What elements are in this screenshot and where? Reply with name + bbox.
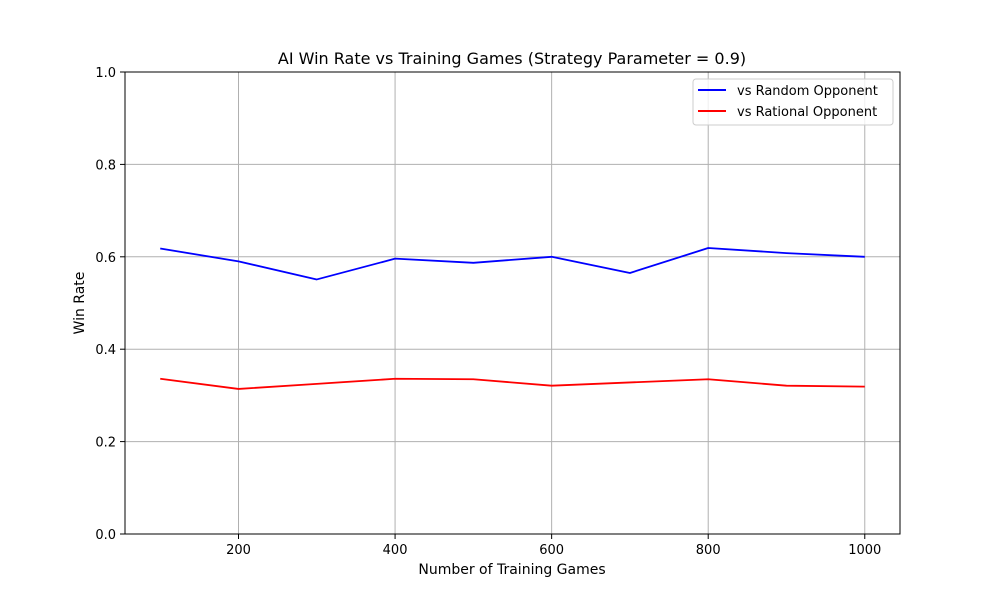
legend-box [692, 78, 894, 126]
y-tick-label: 0.0 [95, 528, 116, 543]
series-lines [160, 247, 865, 390]
x-tick-label: 600 [539, 543, 564, 558]
plot-frame [124, 71, 901, 535]
y-tick-label: 0.2 [95, 436, 116, 451]
x-axis-label: Number of Training Games [418, 562, 605, 578]
y-tick-label: 0.6 [95, 251, 116, 266]
grid-lines [125, 71, 900, 535]
y-tick-label: 0.8 [95, 158, 116, 173]
legend: vs Random Opponent vs Rational Opponent [692, 78, 894, 126]
y-tick-label: 1.0 [95, 66, 116, 81]
legend-label-1: vs Random Opponent [737, 84, 878, 99]
legend-label-2: vs Rational Opponent [737, 105, 877, 120]
x-tick-label: 800 [696, 543, 721, 558]
x-tick-label: 1000 [848, 543, 881, 558]
y-axis-label: Win Rate [72, 272, 88, 335]
y-tick-label: 0.4 [95, 343, 116, 358]
x-tick-label: 400 [383, 543, 408, 558]
series-line-1 [160, 247, 865, 281]
series-line-2 [160, 377, 865, 390]
x-tick-label: 200 [226, 543, 251, 558]
axis-ticks: 200 400 600 800 1000 0.0 0.2 0.4 0.6 0.8 1.0 [95, 66, 881, 558]
chart-title: AI Win Rate vs Training Games (Strategy … [278, 49, 746, 68]
